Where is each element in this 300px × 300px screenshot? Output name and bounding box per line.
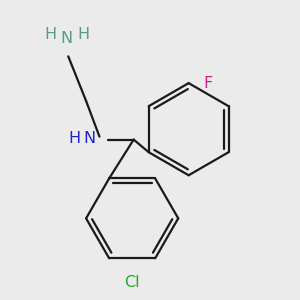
Text: H: H: [44, 26, 56, 41]
Text: F: F: [203, 76, 213, 91]
Text: N: N: [61, 31, 73, 46]
Text: H: H: [68, 130, 80, 146]
Text: N: N: [83, 130, 95, 146]
Text: Cl: Cl: [124, 274, 140, 290]
Text: H: H: [77, 26, 89, 41]
